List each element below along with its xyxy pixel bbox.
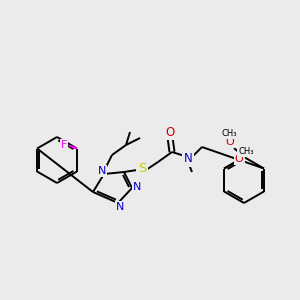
Text: O: O	[165, 125, 175, 139]
Text: N: N	[116, 202, 124, 212]
Text: N: N	[133, 182, 141, 192]
Text: O: O	[226, 137, 234, 147]
Text: CH₃: CH₃	[238, 147, 254, 156]
Text: N: N	[184, 152, 192, 166]
Text: F: F	[61, 140, 67, 151]
Text: N: N	[98, 166, 106, 176]
Text: O: O	[235, 154, 244, 164]
Text: CH₃: CH₃	[221, 130, 237, 139]
Text: S: S	[138, 163, 146, 176]
